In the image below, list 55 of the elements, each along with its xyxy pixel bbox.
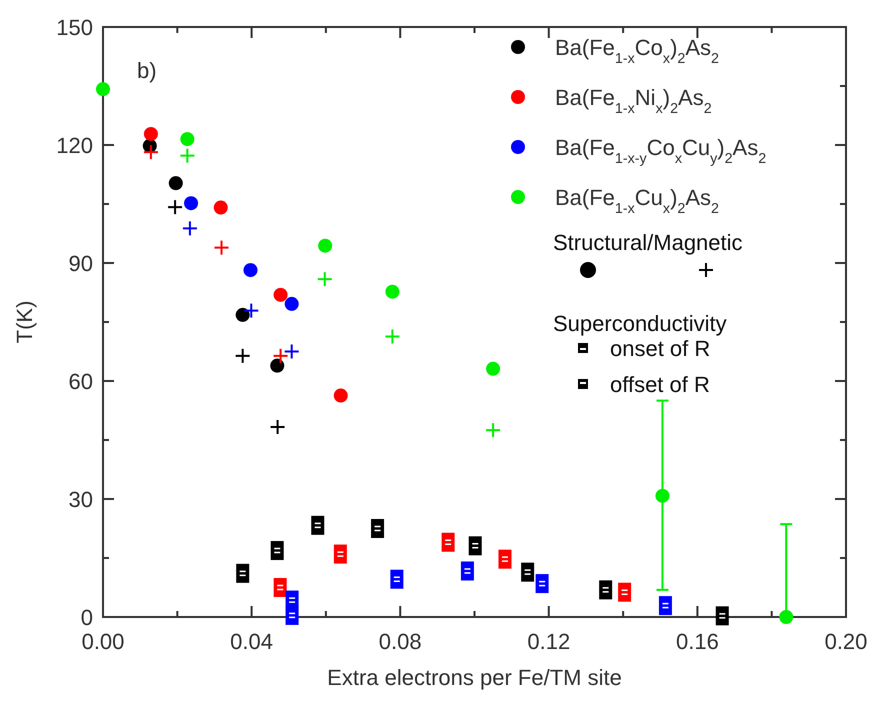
legend-label: Ba(Fe$_{1-x}$Ni$_{x}$)$_{2}$As$_{2}$ <box>555 85 712 117</box>
point <box>180 132 194 146</box>
legend-label: Ba(Fe$_{1-x}$Co$_{x}$)$_{2}$As$_{2}$ <box>555 35 720 67</box>
point <box>270 358 284 373</box>
point <box>274 578 287 597</box>
point <box>96 82 110 96</box>
x-tick-label: 0.08 <box>378 629 422 654</box>
x-tick-label: 0.20 <box>824 629 868 654</box>
y-tick-label: 90 <box>68 251 93 276</box>
annotation: Structural/Magnetic <box>553 230 743 255</box>
point <box>485 422 502 438</box>
point <box>284 296 299 311</box>
point <box>234 348 251 364</box>
point <box>144 126 158 141</box>
point <box>486 362 500 376</box>
point <box>184 196 198 210</box>
y-tick-label: 30 <box>68 487 93 512</box>
y-tick-label: 60 <box>68 369 93 394</box>
point <box>182 220 198 236</box>
annotation: onset of R <box>610 336 710 361</box>
point <box>655 488 670 503</box>
text: Ba(Fe$_{1-x-y}$Co$_{x}$Cu$_{y}$)$_{2}$As$_{2}$ <box>555 135 766 167</box>
annotation: b) <box>137 58 157 83</box>
point <box>318 238 332 253</box>
point <box>384 328 400 345</box>
point <box>385 284 400 299</box>
point <box>179 148 196 164</box>
y-tick-label: 120 <box>56 133 93 158</box>
x-axis-title: Extra electrons per Fe/TM site <box>327 665 622 690</box>
x-tick-label: 0.00 <box>82 629 124 654</box>
y-tick-label: 150 <box>56 15 93 40</box>
x-tick-label: 0.04 <box>230 629 274 654</box>
point <box>274 288 288 302</box>
legend-label: Ba(Fe$_{1-x}$Cu$_{x}$)$_{2}$As$_{2}$ <box>555 185 720 217</box>
point <box>214 200 228 215</box>
point <box>168 176 183 190</box>
point <box>243 263 258 278</box>
point <box>371 519 384 538</box>
y-axis-title: T(K) <box>12 300 37 344</box>
point <box>779 610 794 624</box>
annotation: offset of R <box>610 372 710 397</box>
point <box>284 344 300 360</box>
x-tick-label: 0.16 <box>676 629 719 654</box>
point <box>334 388 348 403</box>
y-tick-label: 0 <box>80 605 93 630</box>
x-tick-label: 0.12 <box>527 629 570 654</box>
point <box>236 308 250 322</box>
point <box>243 302 260 319</box>
point <box>270 419 286 436</box>
point <box>272 348 289 364</box>
point <box>167 199 184 216</box>
point <box>316 271 333 288</box>
point <box>214 240 230 256</box>
point <box>142 144 159 160</box>
annotation: Superconductivity <box>553 311 727 336</box>
